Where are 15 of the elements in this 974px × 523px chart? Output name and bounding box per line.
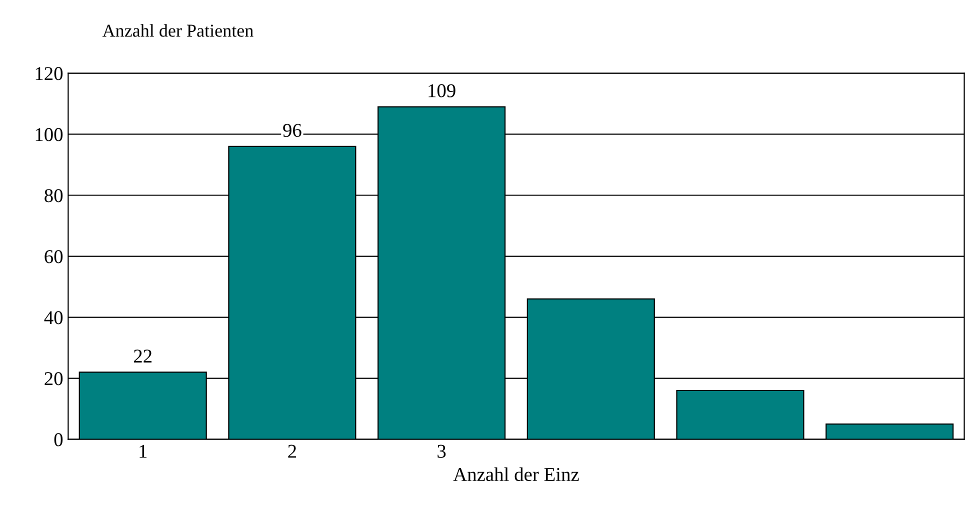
x-tick-label: 1 [140,444,147,458]
y-tick-label: 40 [44,311,63,324]
x-tick-label: 2 [288,444,296,458]
x-tick-label: 3 [438,444,446,458]
y-tick-label: 60 [44,250,63,264]
data-label: 22 [134,350,152,363]
x-axis-title: Anzahl der Einz [453,467,579,482]
y-tick-label: 80 [44,189,63,202]
data-label: 96 [283,124,302,137]
y-tick-label: 0 [54,433,63,446]
y-axis-title: Anzahl der Patienten [102,24,254,37]
y-tick-label: 20 [44,372,63,386]
y-tick-label: 120 [36,67,63,80]
y-tick-label: 100 [36,128,63,142]
data-label: 109 [428,84,456,98]
